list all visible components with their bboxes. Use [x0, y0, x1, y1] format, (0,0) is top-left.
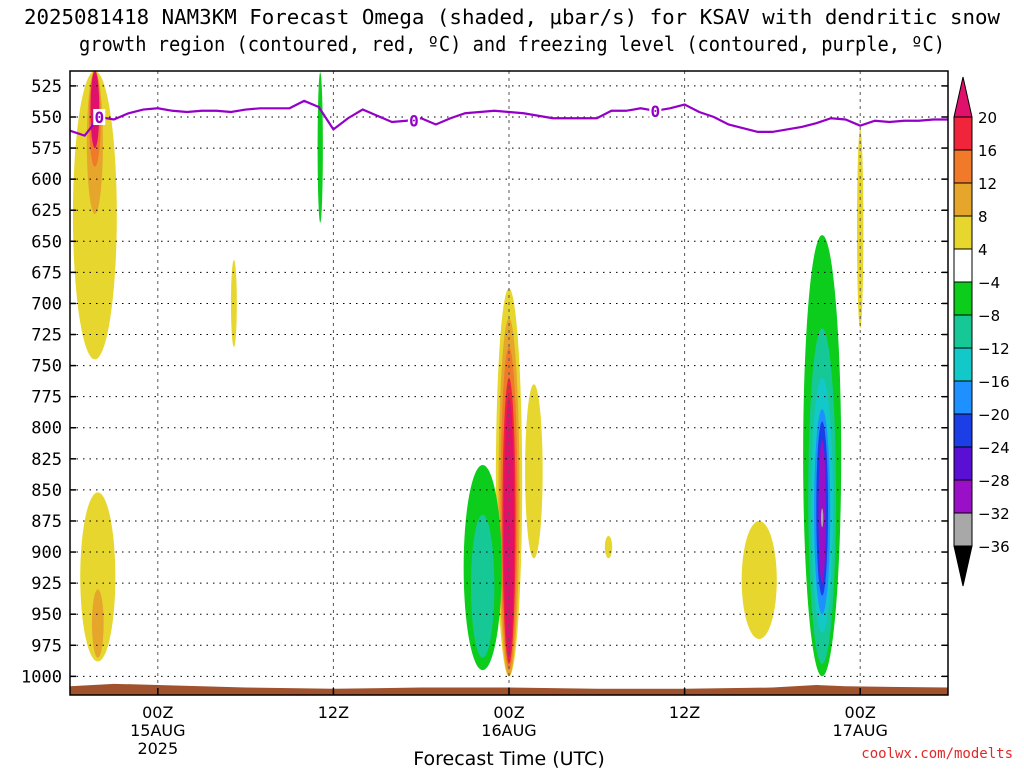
y-tick-label-800: 800: [31, 419, 62, 439]
freezing-level-label-1: 0: [409, 112, 419, 131]
freezing-label-bg-0: [93, 108, 106, 125]
y-tick-label-900: 900: [31, 543, 62, 563]
omega-contour-lift-east-16aug-0: [525, 384, 543, 559]
omega-contour-lower-lobe-early-1: [91, 589, 104, 658]
omega-contour-strong-descent-17aug-6: [820, 508, 824, 528]
colorbar-label-4: 4: [978, 241, 988, 259]
y-tick-label-650: 650: [31, 232, 62, 252]
omega-contour-rising-column-early-0: [72, 71, 117, 360]
credit-text: coolwx.com/modelts: [861, 746, 1013, 762]
colorbar-bottom-arrow: [953, 545, 973, 587]
colorbar-bin-5: [953, 281, 973, 316]
x-tick-label-1: 12Z: [318, 703, 349, 722]
grid-lines: [70, 71, 948, 695]
freezing-label-bg-2: [649, 102, 662, 119]
colorbar-bin-1: [953, 149, 973, 184]
x-tick-date-4: 17AUG: [832, 721, 887, 740]
colorbar-bin-0: [953, 116, 973, 151]
omega-contour-small-lift-blob-0: [604, 535, 613, 559]
colorbar-bin-4: [953, 248, 973, 283]
colorbar-label-9: −20: [978, 406, 1010, 424]
omega-contour-lift-streak-upper-17aug-0: [856, 129, 864, 329]
colorbar-bin-2: [953, 182, 973, 217]
y-tick-label-600: 600: [31, 170, 62, 190]
y-tick-label-625: 625: [31, 201, 62, 221]
y-tick-label-1000: 1000: [21, 667, 62, 687]
y-tick-label-700: 700: [31, 294, 62, 314]
omega-contour-lift-blob-late-0: [741, 520, 777, 640]
omega-contour-lower-lobe-early-0: [80, 492, 116, 662]
colorbar-label-12: −32: [978, 505, 1010, 523]
x-tick-year-0: 2025: [137, 739, 178, 758]
chart-subtitle: growth region (contoured, red, ºC) and f…: [79, 32, 945, 56]
x-tick-label-3: 12Z: [669, 703, 700, 722]
omega-shading: [72, 71, 864, 677]
colorbar-label-6: −8: [978, 307, 1000, 325]
x-axis-title: Forecast Time (UTC): [413, 748, 604, 768]
y-tick-label-825: 825: [31, 450, 62, 470]
colorbar-bin-7: [953, 347, 973, 382]
y-tick-label-525: 525: [31, 77, 62, 97]
colorbar-label-1: 16: [978, 142, 997, 160]
colorbar-label-11: −28: [978, 472, 1010, 490]
freezing-label-bg-1: [407, 112, 420, 129]
omega-contour-downdraft-west-16aug-1: [470, 514, 495, 658]
y-tick-label-975: 975: [31, 636, 62, 656]
colorbar-label-10: −24: [978, 439, 1010, 457]
x-tick-date-2: 16AUG: [481, 721, 536, 740]
colorbar-label-5: −4: [978, 274, 1000, 292]
freezing-level-label-2: 0: [651, 102, 661, 121]
x-tick-date-0: 15AUG: [130, 721, 185, 740]
y-tick-label-675: 675: [31, 263, 62, 283]
colorbar-bin-9: [953, 413, 973, 448]
colorbar-label-8: −16: [978, 373, 1010, 391]
colorbar-label-3: 8: [978, 208, 988, 226]
colorbar-bin-3: [953, 215, 973, 250]
freezing-level-label-0: 0: [94, 108, 104, 127]
colorbar-top-arrow: [953, 76, 973, 118]
colorbar-bin-6: [953, 314, 973, 349]
colorbar-label-7: −12: [978, 340, 1010, 358]
y-tick-label-575: 575: [31, 139, 62, 159]
freezing-level-line: [70, 99, 948, 137]
omega-contour-sinking-streak-12z-0: [317, 72, 323, 223]
x-tick-label-2: 00Z: [493, 703, 524, 722]
colorbar-bin-12: [953, 512, 973, 547]
colorbar-label-13: −36: [978, 538, 1010, 556]
y-tick-label-875: 875: [31, 512, 62, 532]
colorbar-bin-11: [953, 479, 973, 514]
y-tick-label-550: 550: [31, 108, 62, 128]
colorbar-label-0: 20: [978, 109, 997, 127]
y-tick-label-725: 725: [31, 326, 62, 346]
colorbar-bin-10: [953, 446, 973, 481]
colorbar-label-2: 12: [978, 175, 997, 193]
x-tick-label-4: 00Z: [845, 703, 876, 722]
colorbar-bin-8: [953, 380, 973, 415]
pressure-axis: 525 550 575 600 625 650 675 700 725 750 775 800 825 8…: [21, 77, 948, 687]
y-tick-label-775: 775: [31, 388, 62, 408]
x-tick-label-0: 00Z: [142, 703, 173, 722]
y-tick-label-850: 850: [31, 481, 62, 501]
y-tick-label-950: 950: [31, 605, 62, 625]
colorbar: 20 16 12 8 4 −4 −8 −12 −16 −20 −24 −28 −32 −36: [953, 76, 1010, 587]
chart-title: 2025081418 NAM3KM Forecast Omega (shaded…: [24, 5, 1001, 29]
y-tick-label-750: 750: [31, 357, 62, 377]
y-tick-label-925: 925: [31, 574, 62, 594]
